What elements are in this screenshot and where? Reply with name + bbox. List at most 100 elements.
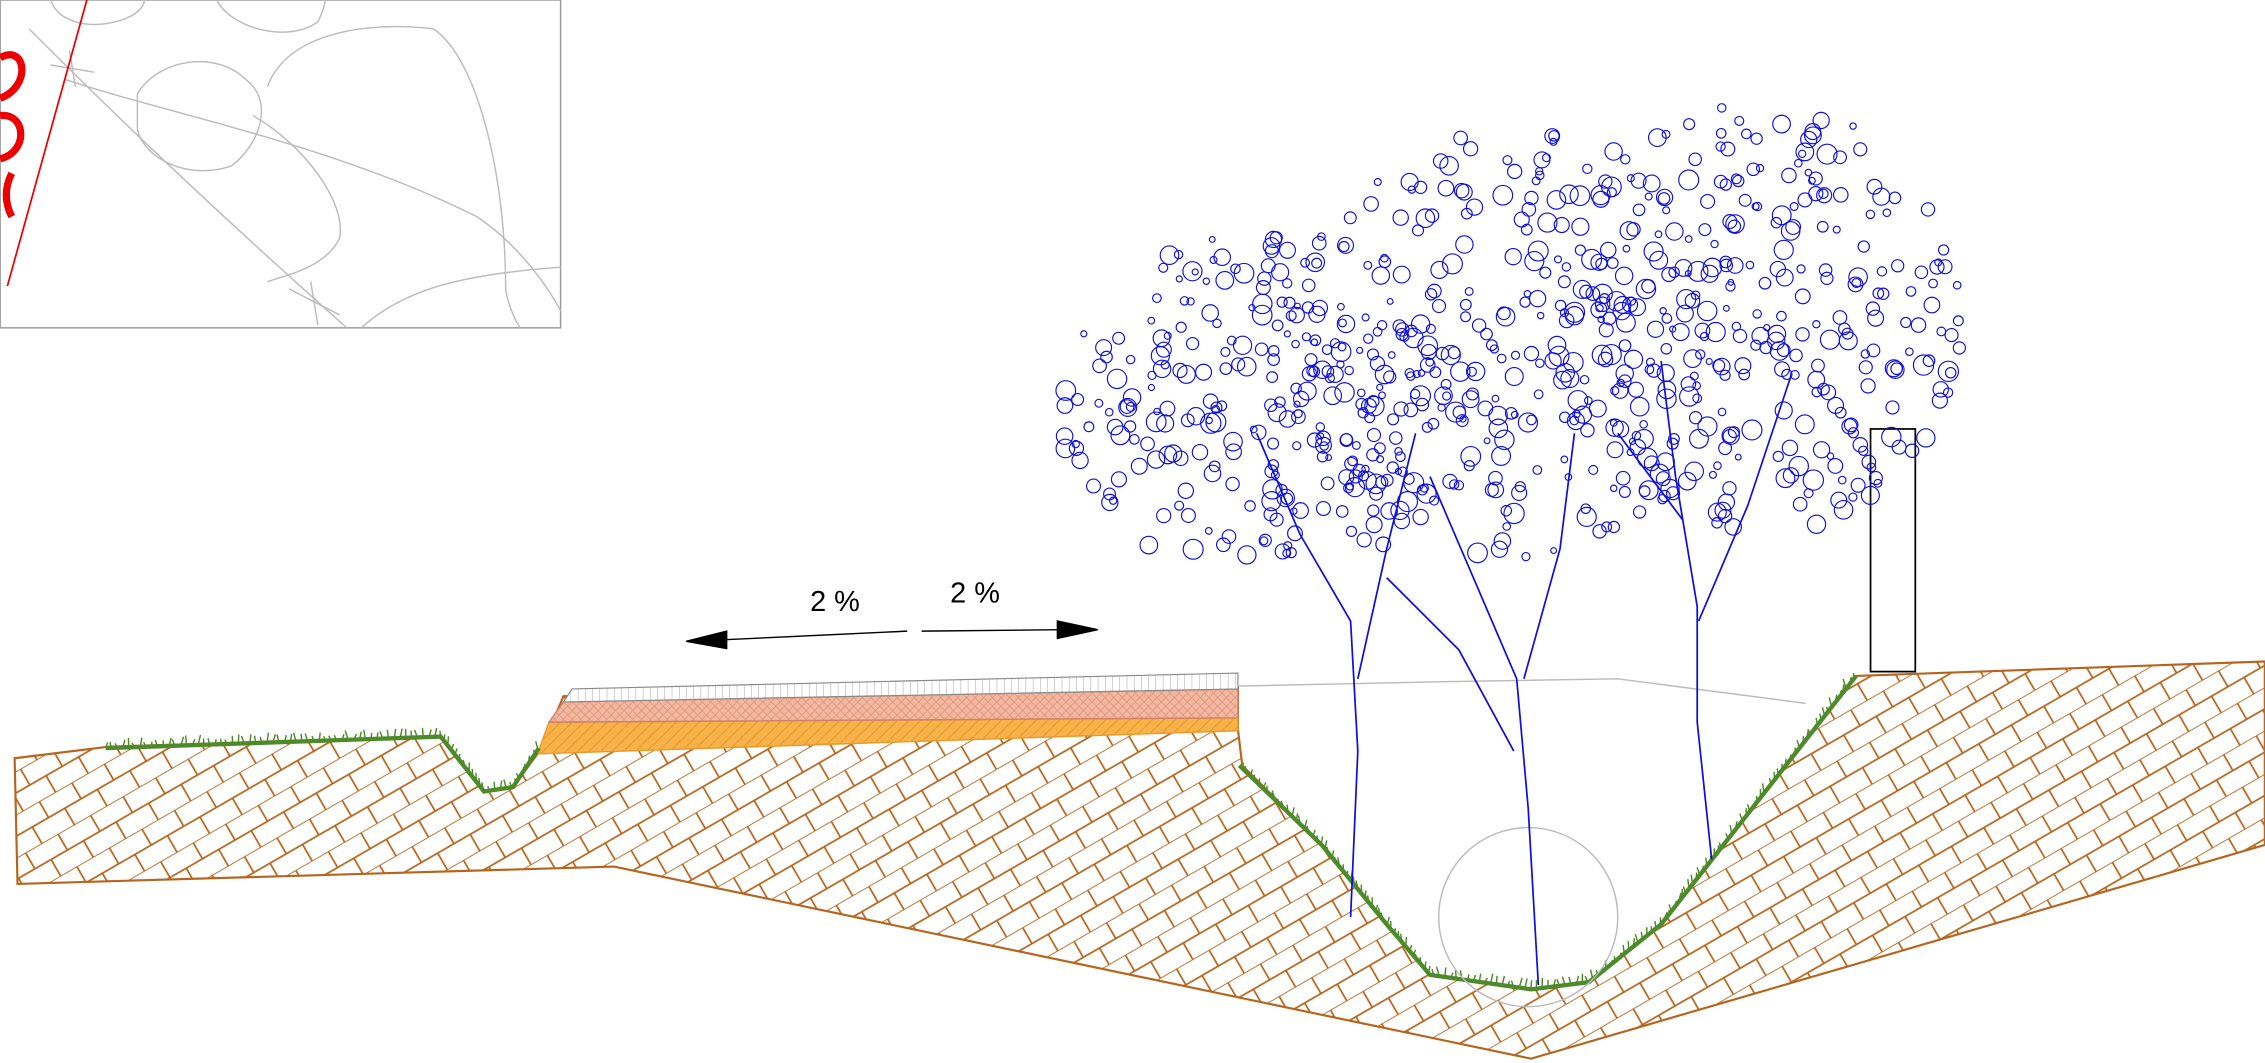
foliage xyxy=(1365,473,1387,495)
foliage xyxy=(1873,478,1883,488)
foliage xyxy=(1156,414,1175,433)
foliage xyxy=(1655,471,1671,487)
foliage xyxy=(1390,500,1410,521)
foliage xyxy=(1336,360,1345,369)
foliage xyxy=(1366,427,1382,443)
foliage xyxy=(1326,365,1344,384)
foliage xyxy=(1323,386,1343,406)
foliage xyxy=(1789,348,1803,363)
foliage xyxy=(1598,322,1614,338)
foliage xyxy=(1732,328,1748,344)
foliage xyxy=(1731,321,1742,332)
foliage xyxy=(1579,374,1590,385)
foliage xyxy=(1782,467,1800,484)
foliage xyxy=(1929,259,1945,275)
foliage xyxy=(1208,235,1216,243)
foliage xyxy=(1092,358,1107,374)
foliage xyxy=(1773,239,1794,260)
foliage xyxy=(1429,366,1442,379)
foliage xyxy=(1547,335,1567,355)
foliage xyxy=(1740,128,1752,140)
foliage xyxy=(1615,312,1636,333)
foliage xyxy=(1738,368,1751,381)
foliage xyxy=(1264,398,1278,413)
foliage xyxy=(1734,357,1752,375)
foliage xyxy=(1619,221,1639,241)
foliage xyxy=(1853,142,1868,157)
foliage xyxy=(1680,376,1697,392)
foliage xyxy=(1711,517,1723,529)
foliage xyxy=(1834,406,1847,419)
foliage xyxy=(1795,142,1815,162)
foliage xyxy=(1358,470,1370,482)
foliage xyxy=(1502,155,1513,166)
foliage xyxy=(1285,310,1297,322)
foliage xyxy=(1139,535,1159,555)
foliage xyxy=(1781,439,1799,457)
foliage xyxy=(1886,360,1905,379)
foliage xyxy=(1363,333,1374,344)
foliage xyxy=(1163,331,1172,340)
foliage xyxy=(1180,413,1195,428)
foliage xyxy=(1071,439,1080,449)
foliage xyxy=(1860,485,1880,505)
foliage xyxy=(1085,478,1102,494)
foliage xyxy=(1315,422,1326,432)
foliage xyxy=(1580,503,1592,515)
foliage xyxy=(1549,137,1558,146)
foliage xyxy=(1202,393,1219,410)
foliage xyxy=(1905,347,1914,357)
foliage xyxy=(1618,485,1631,498)
foliage xyxy=(1248,304,1256,312)
foliage xyxy=(1581,248,1603,270)
foliage xyxy=(1101,493,1119,512)
foliage xyxy=(1654,230,1663,239)
foliage xyxy=(1857,240,1870,253)
foliage xyxy=(1106,418,1124,436)
foliage xyxy=(1697,416,1718,437)
foliage xyxy=(1270,470,1280,480)
foliage xyxy=(1283,330,1291,338)
foliage xyxy=(1622,244,1631,253)
slope-arrows xyxy=(686,620,1098,650)
foliage xyxy=(1819,329,1841,350)
foliage xyxy=(1803,488,1814,499)
foliage xyxy=(1659,307,1667,315)
foliage xyxy=(1441,253,1463,275)
foliage xyxy=(1763,323,1771,332)
foliage xyxy=(1251,304,1273,326)
foliage xyxy=(1319,441,1329,451)
foliage xyxy=(1263,507,1278,522)
foliage xyxy=(1264,230,1283,249)
foliage xyxy=(1569,415,1580,426)
foliage xyxy=(1719,258,1734,273)
foliage xyxy=(1872,187,1891,206)
foliage xyxy=(1656,388,1677,410)
foliage xyxy=(1594,296,1611,313)
foliage xyxy=(1375,475,1389,489)
foliage xyxy=(1700,264,1719,283)
foliage xyxy=(1317,232,1326,241)
foliage xyxy=(1397,466,1408,477)
foliage xyxy=(1567,389,1589,411)
foliage xyxy=(1258,533,1272,547)
foliage xyxy=(1369,355,1386,372)
foliage xyxy=(1344,477,1366,498)
foliage xyxy=(1630,172,1647,189)
foliage xyxy=(1504,407,1518,420)
foliage xyxy=(1366,348,1380,361)
foliage xyxy=(1511,484,1528,502)
foliage xyxy=(1574,244,1587,256)
foliage xyxy=(1356,346,1364,354)
foliage xyxy=(1055,438,1076,459)
foliage xyxy=(1122,388,1142,407)
foliage xyxy=(1789,202,1799,212)
foliage xyxy=(1579,284,1594,299)
foliage xyxy=(1415,208,1436,229)
foliage xyxy=(1745,260,1755,270)
foliage xyxy=(1191,268,1199,276)
foliage xyxy=(1403,402,1419,418)
foliage xyxy=(1395,451,1406,463)
foliage xyxy=(1700,193,1716,209)
foliage xyxy=(1514,481,1526,493)
